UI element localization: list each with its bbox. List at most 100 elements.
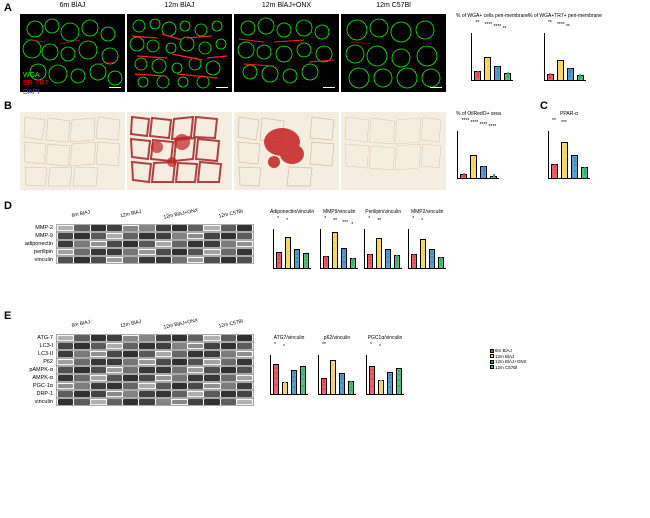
blot-label: MMP-9 — [20, 233, 56, 239]
band — [123, 343, 138, 349]
bar — [282, 382, 288, 394]
bar — [470, 155, 477, 178]
bar — [348, 381, 354, 394]
blot-row: DRP-1 — [20, 390, 256, 398]
bar — [285, 237, 291, 268]
blot-row: adiponectin — [20, 240, 256, 248]
legend-label: 12m C57Bl — [495, 365, 517, 370]
bar — [291, 370, 297, 394]
er-label: ER-TR7 — [23, 80, 48, 88]
blot-label: vinculin — [20, 399, 56, 405]
histo-12m-c57bl: 12m C57Bl — [341, 112, 446, 190]
scalebar-icon — [109, 87, 121, 89]
legend-item: 6m BlAJ — [490, 348, 527, 353]
histo-image-2 — [127, 112, 232, 190]
blot-label: MMP-2 — [20, 225, 56, 231]
data-point — [389, 377, 391, 379]
bars-container — [273, 229, 311, 269]
band — [237, 400, 252, 404]
data-point — [584, 173, 586, 175]
data-point — [275, 367, 277, 369]
band — [156, 399, 171, 404]
data-point — [343, 252, 345, 254]
band — [58, 351, 73, 357]
bar — [387, 372, 393, 394]
data-point — [352, 263, 354, 265]
band — [91, 343, 106, 349]
data-point — [332, 383, 334, 385]
bar — [367, 254, 373, 268]
band — [172, 335, 187, 342]
blot-label: P62 — [20, 359, 56, 365]
band — [58, 399, 73, 406]
band — [221, 359, 236, 365]
sig-marker: **** — [484, 23, 492, 28]
data-point — [396, 260, 398, 262]
band — [172, 400, 187, 405]
sig-marker: * — [286, 219, 288, 224]
data-point — [369, 262, 371, 264]
data-point — [387, 261, 389, 263]
data-point — [341, 375, 343, 377]
band — [123, 391, 138, 396]
legend-swatch — [490, 365, 494, 369]
band — [172, 375, 187, 380]
sig-marker: * — [412, 217, 414, 222]
chart-c: PPAR-α***** — [548, 112, 590, 179]
bar — [557, 60, 564, 80]
band — [91, 242, 106, 247]
data-point — [323, 384, 325, 386]
band — [172, 233, 187, 238]
data-point — [574, 170, 576, 172]
data-point — [350, 386, 352, 388]
bar — [350, 258, 356, 268]
band — [204, 367, 219, 373]
bar-chart: Perilipin/vinculin*** — [364, 210, 402, 269]
sig-marker: ** — [552, 119, 556, 124]
sig-marker: **** — [461, 119, 469, 124]
significance-brackets: ************ — [471, 21, 513, 33]
band — [156, 257, 171, 263]
sig-marker: * — [274, 343, 276, 348]
band — [204, 360, 219, 364]
data-point — [371, 385, 373, 387]
band — [123, 351, 138, 358]
panel-b-histology: 6m BlAJ 12m BlAJ 12m BlAJ+ONX 12m C57Bl — [20, 112, 446, 190]
band — [58, 226, 73, 230]
band — [139, 225, 154, 230]
bar — [484, 57, 491, 80]
chart-title: % of WGA+ cells peri-membrane — [456, 14, 529, 19]
band — [123, 367, 138, 372]
bar — [300, 366, 306, 394]
band — [156, 233, 171, 239]
band — [58, 391, 73, 397]
blot-label: LC3-II — [20, 351, 56, 357]
histo-12m-blaj-onx: 12m BlAJ+ONX — [234, 112, 339, 190]
blot-label: perilipin — [20, 249, 56, 255]
data-point — [398, 379, 400, 381]
data-point — [473, 157, 475, 159]
data-point — [569, 72, 571, 74]
band — [91, 335, 106, 342]
band — [74, 233, 89, 240]
bar-chart: % of OilRedO+ area**************** — [456, 112, 501, 179]
blot-group-label: 12m BlAJ+ONX — [157, 316, 205, 332]
sig-marker: * — [351, 223, 353, 228]
chart-title: % of WGA+TR7+ peri-membrane — [528, 14, 602, 19]
blot-lane — [56, 240, 254, 248]
data-point — [477, 76, 479, 78]
band — [204, 241, 219, 247]
panel-a-micrographs: 6m BlAJ 12m BlAJ 12m BlAJ+ONX 12m C57Bl — [20, 14, 446, 92]
band — [172, 367, 187, 372]
band — [91, 352, 106, 357]
band — [172, 225, 187, 232]
band — [188, 392, 203, 396]
band — [123, 226, 138, 231]
band — [74, 359, 89, 364]
bar-chart: % of WGA+TR7+ peri-membrane******** — [528, 14, 602, 81]
blot-row: AMPK-α — [20, 374, 256, 382]
data-point — [387, 253, 389, 255]
staining-legend: WGA ER-TR7 DAPI — [23, 72, 48, 97]
bar — [396, 368, 402, 394]
band — [172, 383, 187, 390]
